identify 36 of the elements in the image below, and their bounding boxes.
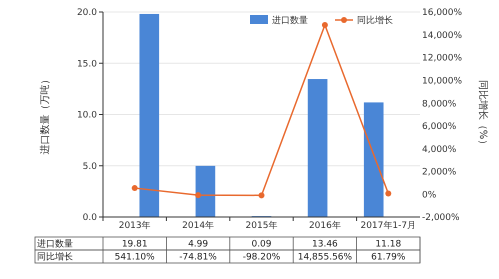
y2-tick-label: 6,000% <box>422 122 457 132</box>
data-label: -98.20% <box>242 252 281 263</box>
x-tick-label: 2015年 <box>246 220 278 231</box>
y2-tick-label: 8,000% <box>422 99 457 110</box>
x-tick-label: 2014年 <box>182 220 214 231</box>
data-label: 11.18 <box>375 240 402 250</box>
y2-tick-label: 2,000% <box>422 168 457 178</box>
text: 同比增长 <box>37 252 73 263</box>
y-axis-title: 进口数量（万吨） <box>39 74 51 154</box>
x-tick-label: 2013年 <box>118 220 151 231</box>
y2-tick-label: 12,000% <box>422 54 462 64</box>
y2-tick-label: 10,000% <box>422 76 462 86</box>
data-label: 14,855.56% <box>298 252 353 263</box>
x-tick-label: 2016年 <box>308 220 341 231</box>
y2-tick-label: 14,000% <box>422 30 462 41</box>
data-label: 61.79% <box>371 252 406 263</box>
data-label: -74.81% <box>179 252 218 263</box>
data-label: 0.09 <box>251 240 272 250</box>
data-label: 541.10% <box>114 252 156 263</box>
legend-label: 进口数量 <box>272 15 308 26</box>
data-label: 4.99 <box>188 240 208 250</box>
data-label: 19.81 <box>122 240 148 250</box>
y-tick-label: 5.0 <box>82 162 98 172</box>
y-tick-label: 0.0 <box>82 213 98 224</box>
y2-tick-label: 16,000% <box>422 8 462 18</box>
y2-axis-title: 同比增长（%） <box>477 80 489 150</box>
y-tick-label: 15.0 <box>76 59 98 70</box>
y2-tick-label: 0% <box>422 190 437 200</box>
data-label: 13.46 <box>312 240 338 250</box>
text: 进口数量 <box>37 240 73 250</box>
y-tick-label: 20.0 <box>76 8 98 18</box>
y-tick-label: 10.0 <box>76 110 98 121</box>
y2-tick-label: -2,000% <box>422 213 460 224</box>
x-tick-label: 2017年1-7月 <box>360 220 416 231</box>
legend-label: 同比增长 <box>357 15 393 26</box>
y2-tick-label: 4,000% <box>422 144 457 155</box>
